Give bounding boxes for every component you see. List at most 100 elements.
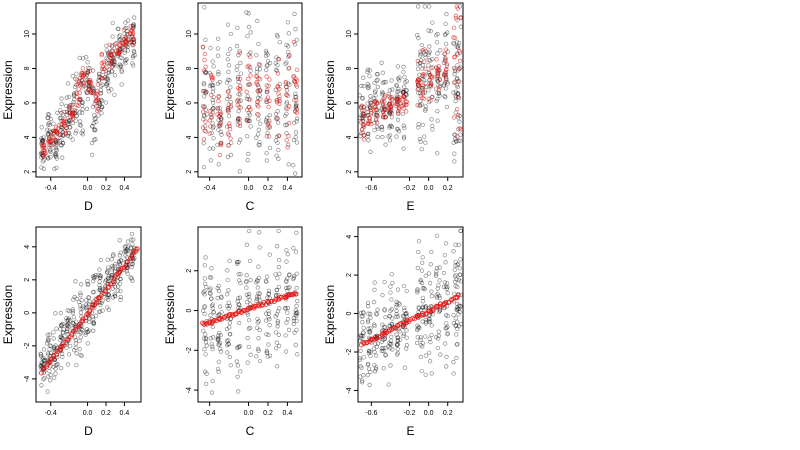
- y-axis-label: Expression: [163, 60, 177, 119]
- observed-point: [429, 323, 434, 328]
- observed-point: [245, 116, 250, 121]
- observed-point: [84, 327, 90, 332]
- fitted-point: [455, 292, 461, 298]
- observed-point: [109, 267, 115, 272]
- observed-point: [401, 88, 406, 94]
- fitted-point: [360, 130, 366, 135]
- observed-point: [246, 11, 251, 16]
- observed-point: [244, 292, 249, 298]
- observed-point: [274, 346, 279, 351]
- x-tick-label: -0.4: [204, 185, 216, 192]
- observed-point: [227, 331, 233, 337]
- observed-point: [237, 92, 243, 97]
- fitted-point: [217, 114, 223, 119]
- observed-point: [38, 364, 43, 369]
- observed-point: [122, 249, 127, 254]
- observed-point: [365, 319, 371, 325]
- fitted-point: [228, 105, 233, 110]
- observed-point: [245, 360, 250, 365]
- observed-point: [294, 102, 299, 107]
- plot-frame: [357, 226, 464, 403]
- observed-point: [358, 333, 363, 338]
- observed-point: [453, 259, 458, 265]
- observed-point: [273, 330, 279, 335]
- observed-point: [129, 231, 135, 237]
- observed-point: [276, 264, 282, 270]
- observed-point: [91, 320, 96, 325]
- fitted-point: [248, 73, 253, 78]
- observed-point: [404, 328, 409, 333]
- observed-point: [97, 283, 102, 288]
- observed-point: [89, 140, 95, 146]
- observed-point: [227, 354, 232, 360]
- observed-point: [246, 294, 251, 299]
- observed-point: [265, 354, 270, 359]
- observed-point: [295, 116, 300, 121]
- observed-point: [273, 111, 279, 117]
- observed-point: [130, 55, 135, 60]
- observed-point: [215, 366, 221, 372]
- observed-point: [210, 89, 216, 95]
- fitted-point: [281, 294, 287, 300]
- observed-point: [247, 318, 252, 323]
- observed-point: [87, 299, 92, 304]
- observed-point: [284, 101, 289, 106]
- observed-point: [357, 115, 363, 121]
- observed-point: [58, 132, 63, 137]
- observed-point: [64, 316, 69, 321]
- observed-point: [366, 85, 371, 91]
- fitted-point: [228, 136, 233, 141]
- observed-point: [215, 338, 220, 343]
- fitted-point: [454, 106, 460, 112]
- observed-point: [38, 352, 44, 357]
- fitted-point: [99, 76, 104, 81]
- observed-point: [53, 151, 59, 156]
- observed-point: [244, 134, 250, 139]
- observed-point: [117, 238, 122, 243]
- observed-point: [373, 365, 379, 370]
- observed-point: [380, 134, 385, 140]
- observed-point: [246, 326, 252, 331]
- observed-point: [256, 264, 261, 269]
- observed-point: [380, 292, 385, 298]
- observed-point: [80, 132, 85, 137]
- observed-point: [74, 113, 79, 118]
- observed-point: [210, 324, 215, 330]
- observed-point: [286, 285, 291, 291]
- observed-point: [421, 285, 427, 291]
- observed-point: [267, 323, 272, 328]
- observed-point: [53, 145, 59, 150]
- fitted-point: [94, 108, 100, 114]
- fitted-point: [442, 51, 448, 56]
- observed-point: [58, 108, 63, 113]
- observed-point: [436, 333, 441, 338]
- observed-point: [59, 96, 64, 101]
- observed-point: [419, 268, 425, 273]
- observed-point: [387, 314, 392, 319]
- observed-point: [235, 64, 240, 69]
- observed-point: [132, 15, 137, 20]
- observed-point: [207, 275, 213, 280]
- observed-point: [109, 264, 115, 269]
- observed-point: [373, 341, 378, 346]
- observed-point: [51, 121, 56, 126]
- observed-point: [109, 257, 114, 262]
- observed-point: [380, 80, 385, 85]
- fitted-point: [264, 87, 270, 93]
- observed-point: [219, 132, 224, 137]
- observed-point: [459, 321, 464, 327]
- observed-point: [131, 48, 136, 54]
- observed-point: [293, 312, 298, 317]
- observed-point: [434, 293, 439, 298]
- observed-point: [216, 359, 221, 364]
- observed-point: [58, 132, 63, 137]
- observed-point: [389, 341, 394, 347]
- observed-point: [215, 286, 220, 291]
- observed-point: [119, 82, 124, 87]
- observed-point: [203, 336, 209, 342]
- observed-point: [368, 100, 373, 106]
- observed-point: [368, 369, 373, 375]
- observed-point: [443, 284, 449, 289]
- plot-frame: [197, 2, 303, 178]
- observed-point: [48, 149, 53, 155]
